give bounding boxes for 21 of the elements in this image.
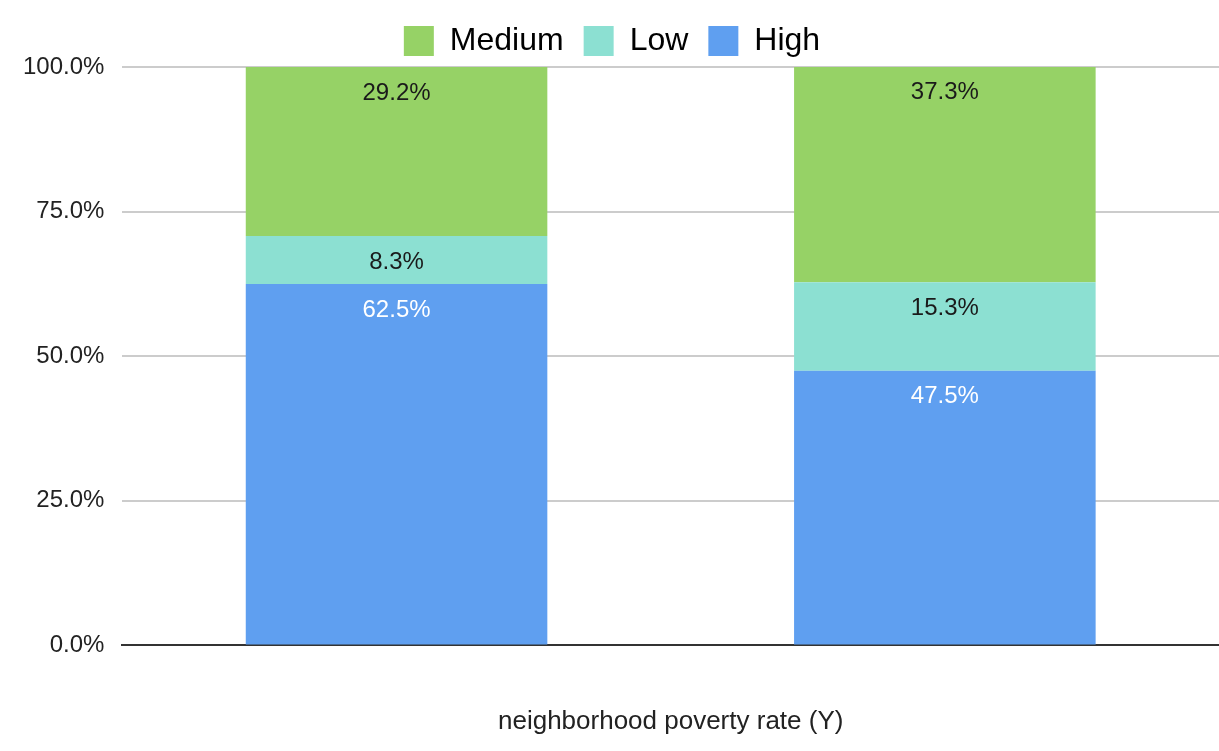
data-label: 62.5%	[362, 294, 431, 322]
data-label: 47.5%	[910, 381, 979, 409]
legend-label: Medium	[449, 20, 564, 57]
bar	[794, 67, 1096, 283]
y-tick-label: 50.0%	[36, 340, 105, 368]
y-tick-label: 100.0%	[22, 51, 105, 79]
y-tick-label: 75.0%	[36, 196, 105, 224]
legend-label: Low	[629, 20, 690, 57]
y-tick-label: 25.0%	[36, 485, 105, 513]
bar	[245, 283, 548, 645]
bar	[794, 282, 1096, 371]
data-label: 37.3%	[910, 77, 979, 105]
data-label: 8.3%	[369, 246, 424, 274]
data-label: 15.3%	[910, 292, 979, 320]
bar	[794, 370, 1096, 645]
bar	[245, 235, 548, 284]
y-tick-label: 0.0%	[49, 630, 105, 658]
data-label: 29.2%	[362, 77, 431, 105]
x-axis-title: neighborhood poverty rate (Y)	[497, 704, 844, 735]
bar	[245, 67, 548, 236]
legend-label: High	[754, 20, 821, 57]
